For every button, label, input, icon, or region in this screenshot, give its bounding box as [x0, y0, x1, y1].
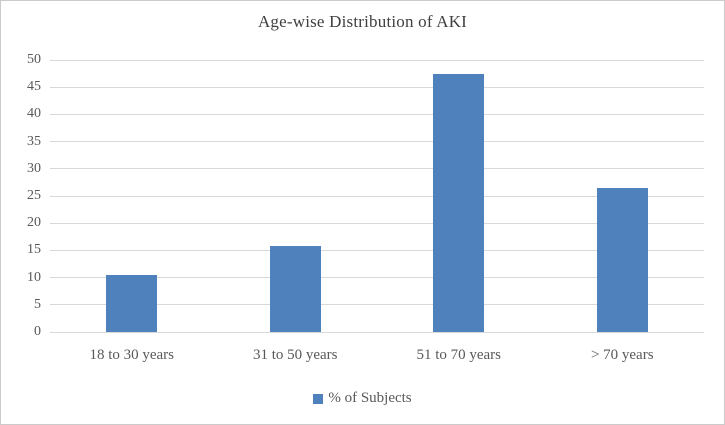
y-tick-label-45: 45 — [27, 79, 41, 95]
y-tick-label-25: 25 — [27, 188, 41, 203]
y-tick-label-5: 5 — [34, 296, 41, 312]
chart-title: Age-wise Distribution of AKI — [257, 12, 468, 31]
bar-31-to-50-years — [269, 246, 321, 332]
gridline-0 — [50, 331, 704, 333]
bar-51-to-70-years — [433, 73, 485, 332]
x-tick-label-1: 31 to 50 years — [252, 347, 338, 363]
gridline-40 — [50, 113, 704, 115]
y-tick-label-35: 35 — [27, 133, 41, 149]
gridline-10 — [50, 277, 704, 279]
y-tick-label-20: 20 — [27, 215, 41, 231]
gridline-15 — [50, 249, 704, 251]
y-tick-label-30: 30 — [27, 160, 41, 176]
x-tick-label-2: 51 to 70 years — [416, 347, 502, 363]
bar-18-to-30-years — [106, 274, 158, 332]
bar-70-years — [596, 187, 648, 332]
gridline-50 — [50, 59, 704, 61]
y-tick-label-10: 10 — [27, 269, 41, 285]
x-tick-label-3: > 70 years — [590, 347, 654, 363]
gridline-25 — [50, 195, 704, 197]
legend-marker-icon — [313, 393, 324, 404]
y-tick-label-50: 50 — [27, 52, 41, 67]
legend-label: % of Subjects — [328, 390, 412, 406]
y-tick-label-15: 15 — [27, 242, 41, 258]
gridline-20 — [50, 222, 704, 224]
x-tick-label-0: 18 to 30 years — [89, 347, 175, 363]
gridline-5 — [50, 304, 704, 306]
plot-area — [50, 59, 704, 333]
gridline-30 — [50, 168, 704, 170]
gridline-35 — [50, 141, 704, 143]
y-tick-label-40: 40 — [27, 106, 41, 122]
gridline-45 — [50, 86, 704, 88]
legend: % of Subjects — [1, 391, 724, 406]
y-tick-label-0: 0 — [34, 324, 41, 339]
